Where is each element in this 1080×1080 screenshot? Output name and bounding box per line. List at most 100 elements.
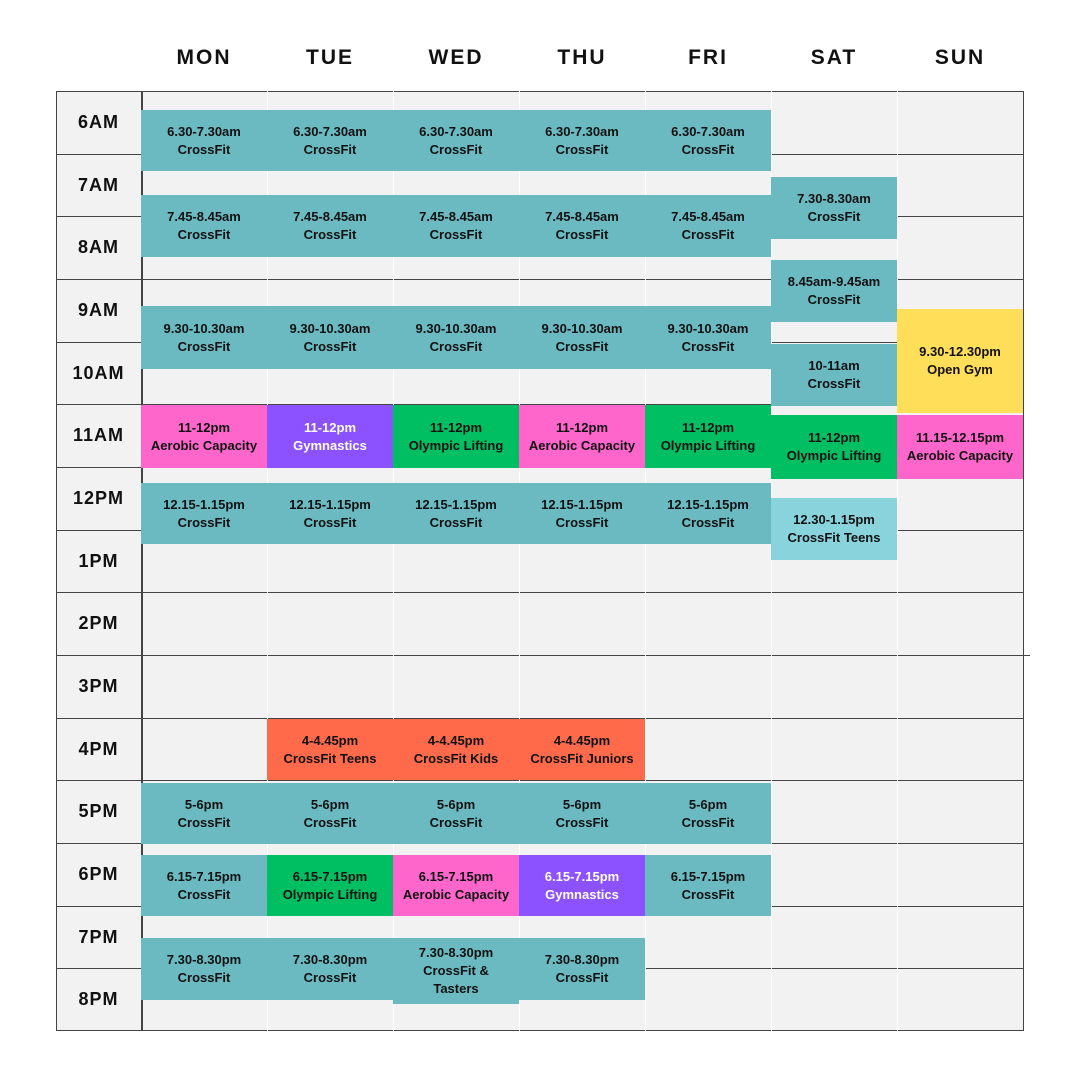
col-line xyxy=(141,91,143,1031)
class-block: 7.30-8.30pm CrossFit xyxy=(519,938,645,1000)
class-block: 12.15-1.15pm CrossFit xyxy=(645,483,771,544)
class-block: 11-12pm Aerobic Capacity xyxy=(519,405,645,468)
class-name: Olympic Lifting xyxy=(408,437,504,453)
class-name: Aerobic Capacity xyxy=(402,886,510,902)
time-label: 4PM xyxy=(78,738,119,759)
class-block: 11-12pm Aerobic Capacity xyxy=(141,405,267,468)
class-block: 9.30-10.30am CrossFit xyxy=(393,306,519,369)
class-block: 7.30-8.30am CrossFit xyxy=(771,177,897,239)
day-header: SUN xyxy=(934,46,986,69)
class-time: 11.15-12.15pm xyxy=(915,430,1005,445)
class-time: 7.45-8.45am xyxy=(545,209,619,224)
class-block: 7.45-8.45am CrossFit xyxy=(393,195,519,257)
class-time: 4-4.45pm xyxy=(427,732,485,748)
row-line xyxy=(56,717,1024,719)
col-line xyxy=(519,91,520,1031)
time-label: 7AM xyxy=(77,174,119,195)
class-block: 4-4.45pm CrossFit Kids xyxy=(393,719,519,780)
class-time: 7.30-8.30am xyxy=(797,191,871,206)
class-time: 6.15-7.15pm xyxy=(418,868,494,884)
class-block: 12.30-1.15pm CrossFit Teens xyxy=(771,498,897,560)
class-time: 6.30-7.30am xyxy=(419,123,493,139)
class-time: 11-12pm xyxy=(807,430,861,445)
class-block: 12.15-1.15pm CrossFit xyxy=(393,483,519,544)
class-name: CrossFit xyxy=(807,209,861,224)
class-block: 6.30-7.30am CrossFit xyxy=(141,110,267,171)
time-label: 2PM xyxy=(78,613,119,634)
class-time: 5-6pm xyxy=(184,796,224,812)
class-time: 7.30-8.30pm xyxy=(418,945,494,960)
col-line xyxy=(267,91,268,1031)
class-time: 9.30-10.30am xyxy=(541,320,623,336)
class-time: 5-6pm xyxy=(310,796,350,812)
class-block: 6.15-7.15pm Gymnastics xyxy=(519,855,645,916)
class-block: 9.30-10.30am CrossFit xyxy=(519,306,645,369)
class-block: 7.30-8.30pm CrossFit xyxy=(141,938,267,1000)
class-name: CrossFit xyxy=(303,227,357,242)
class-block: 6.15-7.15pm CrossFit xyxy=(141,855,267,916)
class-name: CrossFit xyxy=(303,814,357,830)
class-block: 11.15-12.15pm Aerobic Capacity xyxy=(897,415,1023,479)
class-time: 11-12pm xyxy=(429,419,483,435)
class-block: 7.45-8.45am CrossFit xyxy=(645,195,771,257)
day-header: TUE xyxy=(306,46,354,69)
class-name: CrossFit xyxy=(429,227,483,242)
class-time: 7.30-8.30pm xyxy=(292,952,368,967)
class-name: CrossFit xyxy=(177,141,231,157)
class-name: Olympic Lifting xyxy=(282,886,378,902)
class-block: 5-6pm CrossFit xyxy=(393,783,519,844)
class-time: 9.30-12.30pm xyxy=(919,344,1001,359)
class-block: 12.15-1.15pm CrossFit xyxy=(141,483,267,544)
class-name: Aerobic Capacity xyxy=(528,437,636,453)
class-time: 7.45-8.45am xyxy=(419,209,493,224)
class-name: CrossFit xyxy=(555,338,609,354)
class-block: 4-4.45pm CrossFit Teens xyxy=(267,719,393,780)
class-time: 7.45-8.45am xyxy=(671,209,745,224)
class-block: 7.30-8.30pm CrossFit xyxy=(267,938,393,1000)
col-line xyxy=(771,91,772,1031)
class-time: 11-12pm xyxy=(681,419,735,435)
class-name: CrossFit xyxy=(429,814,483,830)
row-line xyxy=(56,780,1024,782)
class-block: 7.45-8.45am CrossFit xyxy=(141,195,267,257)
class-block: 6.30-7.30am CrossFit xyxy=(267,110,393,171)
time-label: 10AM xyxy=(72,362,125,383)
class-time: 6.15-7.15pm xyxy=(670,868,746,884)
class-block: 4-4.45pm CrossFit Juniors xyxy=(519,719,645,780)
class-name: CrossFit xyxy=(681,886,735,902)
class-name: CrossFit xyxy=(177,227,231,242)
class-time: 6.30-7.30am xyxy=(167,123,241,139)
class-name: CrossFit xyxy=(303,514,357,530)
class-time: 5-6pm xyxy=(688,796,728,812)
class-time: 11-12pm xyxy=(303,419,357,435)
class-block: 9.30-10.30am CrossFit xyxy=(267,306,393,369)
class-name: CrossFit xyxy=(177,886,231,902)
time-label: 8AM xyxy=(77,237,119,258)
class-time: 6.15-7.15pm xyxy=(292,868,368,884)
class-block: 7.30-8.30pm CrossFit & Tasters xyxy=(393,938,519,1004)
class-block: 6.30-7.30am CrossFit xyxy=(393,110,519,171)
class-time: 9.30-10.30am xyxy=(667,320,749,336)
day-header: FRI xyxy=(688,46,728,69)
row-line xyxy=(56,404,1024,406)
class-block: 5-6pm CrossFit xyxy=(519,783,645,844)
time-label: 12PM xyxy=(72,488,125,509)
class-block: 6.30-7.30am CrossFit xyxy=(519,110,645,171)
class-time: 10-11am xyxy=(808,358,860,373)
class-block: 12.15-1.15pm CrossFit xyxy=(519,483,645,544)
day-header: THU xyxy=(557,46,607,69)
row-line xyxy=(56,655,1030,657)
class-block: 5-6pm CrossFit xyxy=(645,783,771,844)
class-name: CrossFit Teens xyxy=(283,750,377,766)
class-time: 6.15-7.15pm xyxy=(544,868,620,884)
class-name: CrossFit xyxy=(177,338,231,354)
day-header: SAT xyxy=(810,46,858,69)
time-label: 6PM xyxy=(78,864,119,885)
class-name: CrossFit xyxy=(681,514,735,530)
class-name: CrossFit xyxy=(177,970,231,985)
class-time: 12.15-1.15pm xyxy=(667,496,749,512)
class-name: CrossFit xyxy=(429,338,483,354)
col-line xyxy=(897,91,898,1031)
time-label: 8PM xyxy=(78,989,119,1010)
class-name: CrossFit xyxy=(681,338,735,354)
